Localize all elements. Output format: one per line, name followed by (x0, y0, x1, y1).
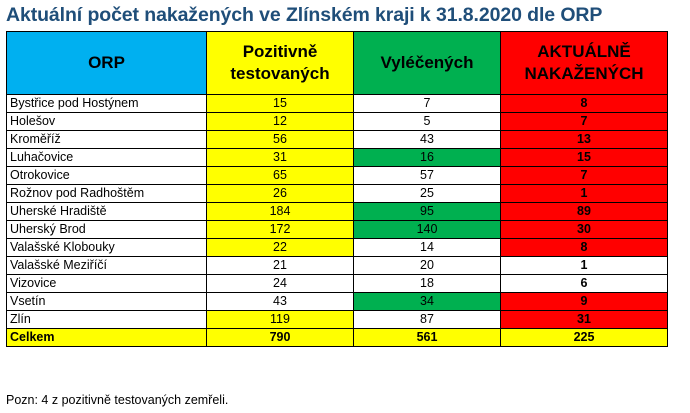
header-aktualne-line1: AKTUÁLNĚ (537, 42, 631, 61)
cell-orp: Otrokovice (6, 166, 207, 185)
cell-aktualne: 30 (500, 220, 668, 239)
table-row: Luhačovice 31 16 15 (6, 148, 668, 167)
table-row: Uherský Brod 172 140 30 (6, 220, 668, 239)
cell-orp: Valašské Klobouky (6, 238, 207, 257)
cell-pozitivne: 56 (206, 130, 354, 149)
header-pozitivne: Pozitivně testovaných (206, 31, 354, 95)
table-row: Zlín 119 87 31 (6, 310, 668, 329)
page-title: Aktuální počet nakažených ve Zlínském kr… (6, 4, 603, 26)
cell-orp: Uherské Hradiště (6, 202, 207, 221)
header-vyleceni: Vyléčených (353, 31, 501, 95)
cell-vyleceni: 87 (353, 310, 501, 329)
cell-pozitivne: 119 (206, 310, 354, 329)
header-vyleceni-label: Vyléčených (380, 53, 474, 72)
cell-pozitivne: 26 (206, 184, 354, 203)
cell-pozitivne: 21 (206, 256, 354, 275)
table-row: Vsetín 43 34 9 (6, 292, 668, 311)
table-row: Valašské Klobouky 22 14 8 (6, 238, 668, 257)
header-orp: ORP (6, 31, 207, 95)
cell-pozitivne: 15 (206, 94, 354, 113)
table-header-row: ORP Pozitivně testovaných Vyléčených AKTU… (6, 31, 668, 95)
table-row: Rožnov pod Radhoštěm 26 25 1 (6, 184, 668, 203)
total-aktualne: 225 (500, 328, 668, 347)
header-aktualne: AKTUÁLNĚ NAKAŽENÝCH (500, 31, 668, 95)
header-pozitivne-line1: Pozitivně (242, 42, 318, 61)
cell-pozitivne: 184 (206, 202, 354, 221)
cell-vyleceni: 57 (353, 166, 501, 185)
cell-orp: Rožnov pod Radhoštěm (6, 184, 207, 203)
cell-aktualne: 7 (500, 166, 668, 185)
cell-aktualne: 8 (500, 238, 668, 257)
cell-vyleceni: 43 (353, 130, 501, 149)
cell-aktualne: 8 (500, 94, 668, 113)
cell-aktualne: 31 (500, 310, 668, 329)
cell-aktualne: 13 (500, 130, 668, 149)
cell-pozitivne: 22 (206, 238, 354, 257)
footnote: Pozn: 4 z pozitivně testovaných zemřeli. (6, 393, 229, 407)
cell-vyleceni: 95 (353, 202, 501, 221)
cell-aktualne: 9 (500, 292, 668, 311)
header-pozitivne-line2: testovaných (230, 64, 330, 83)
cell-vyleceni: 14 (353, 238, 501, 257)
cell-aktualne: 15 (500, 148, 668, 167)
cell-vyleceni: 16 (353, 148, 501, 167)
cell-orp: Valašské Meziříčí (6, 256, 207, 275)
total-pozitivne: 790 (206, 328, 354, 347)
cell-aktualne: 6 (500, 274, 668, 293)
table-row: Vizovice 24 18 6 (6, 274, 668, 293)
header-orp-label: ORP (88, 53, 125, 72)
cell-vyleceni: 34 (353, 292, 501, 311)
cell-vyleceni: 18 (353, 274, 501, 293)
header-aktualne-line2: NAKAŽENÝCH (524, 64, 644, 83)
cell-pozitivne: 12 (206, 112, 354, 131)
cell-orp: Luhačovice (6, 148, 207, 167)
cell-orp: Holešov (6, 112, 207, 131)
cell-vyleceni: 5 (353, 112, 501, 131)
table-total-row: Celkem 790 561 225 (6, 328, 668, 347)
total-orp: Celkem (6, 328, 207, 347)
cell-aktualne: 1 (500, 256, 668, 275)
cell-orp: Bystřice pod Hostýnem (6, 94, 207, 113)
table-row: Valašské Meziříčí 21 20 1 (6, 256, 668, 275)
cell-orp: Zlín (6, 310, 207, 329)
cell-orp: Kroměříž (6, 130, 207, 149)
cell-orp: Vsetín (6, 292, 207, 311)
cell-vyleceni: 140 (353, 220, 501, 239)
cell-pozitivne: 31 (206, 148, 354, 167)
table-row: Otrokovice 65 57 7 (6, 166, 668, 185)
cell-aktualne: 1 (500, 184, 668, 203)
table-row: Bystřice pod Hostýnem 15 7 8 (6, 94, 668, 113)
total-vyleceni: 561 (353, 328, 501, 347)
table-row: Uherské Hradiště 184 95 89 (6, 202, 668, 221)
cell-aktualne: 7 (500, 112, 668, 131)
cell-vyleceni: 20 (353, 256, 501, 275)
cell-orp: Uherský Brod (6, 220, 207, 239)
table-row: Kroměříž 56 43 13 (6, 130, 668, 149)
cell-aktualne: 89 (500, 202, 668, 221)
cell-pozitivne: 65 (206, 166, 354, 185)
cell-vyleceni: 25 (353, 184, 501, 203)
table-row: Holešov 12 5 7 (6, 112, 668, 131)
cell-vyleceni: 7 (353, 94, 501, 113)
cell-pozitivne: 172 (206, 220, 354, 239)
cell-pozitivne: 24 (206, 274, 354, 293)
cell-pozitivne: 43 (206, 292, 354, 311)
cell-orp: Vizovice (6, 274, 207, 293)
orp-table: ORP Pozitivně testovaných Vyléčených AKTU… (6, 31, 668, 347)
